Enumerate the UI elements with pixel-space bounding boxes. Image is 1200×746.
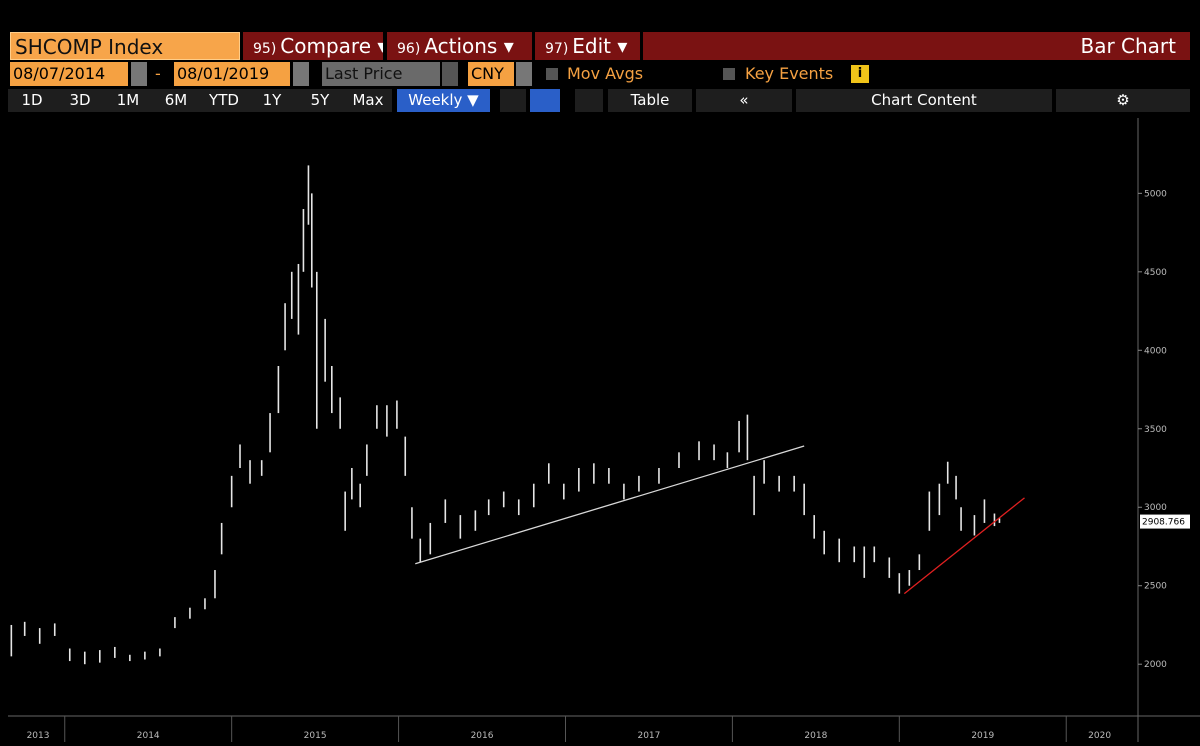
compare-tab[interactable]: 95) Compare ▾ xyxy=(243,32,383,60)
trendline xyxy=(903,497,1025,595)
checkbox[interactable] xyxy=(546,68,558,80)
currency[interactable]: CNY xyxy=(468,62,514,86)
dropdown-arrow[interactable] xyxy=(442,62,458,86)
checkbox[interactable] xyxy=(723,68,735,80)
tab-number: 97) xyxy=(545,41,569,57)
security-field[interactable]: SHCOMP Index xyxy=(10,32,240,60)
field-dropdown[interactable]: Last Price xyxy=(322,62,440,86)
period-button[interactable]: 6M xyxy=(164,91,188,109)
y-tick-label: 3000 xyxy=(1144,503,1167,513)
y-tick-label: 4000 xyxy=(1144,346,1167,356)
period-button[interactable]: Max xyxy=(352,91,384,109)
y-tick-label: 2500 xyxy=(1144,582,1167,592)
trendline xyxy=(415,445,805,565)
x-tick-label: 2019 xyxy=(971,731,994,741)
chart-content[interactable]: Chart Content xyxy=(796,89,1052,112)
view-title: Bar Chart xyxy=(643,32,1190,60)
bar-icon[interactable] xyxy=(530,89,560,112)
start-date[interactable]: 08/07/2014 xyxy=(10,62,128,86)
dropdown-arrow[interactable] xyxy=(575,89,603,112)
x-tick-label: 2014 xyxy=(137,731,160,741)
table-button[interactable]: Table xyxy=(608,89,692,112)
period-button[interactable]: 1M xyxy=(116,91,140,109)
calendar-icon[interactable] xyxy=(131,62,147,86)
line-icon[interactable] xyxy=(500,89,526,112)
end-date[interactable]: 08/01/2019 xyxy=(174,62,290,86)
y-tick-label: 4500 xyxy=(1144,268,1167,278)
tab-label: Compare ▾ xyxy=(280,34,383,58)
x-tick-label: 2017 xyxy=(637,731,660,741)
period-button[interactable]: 5Y xyxy=(310,91,330,109)
edit-tab[interactable]: 97) Edit ▾ xyxy=(535,32,640,60)
info-icon[interactable]: i xyxy=(851,65,869,83)
actions-tab[interactable]: 96) Actions ▾ xyxy=(387,32,532,60)
separator: - xyxy=(155,64,161,83)
key-events-label: Key Events xyxy=(745,64,834,83)
dropdown-arrow[interactable] xyxy=(516,62,532,86)
tab-label: Actions ▾ xyxy=(424,34,514,58)
mov-avgs-label: Mov Avgs xyxy=(567,64,644,83)
tab-number: 95) xyxy=(253,41,277,57)
x-tick-label: 2020 xyxy=(1088,731,1111,741)
y-tick-label: 2000 xyxy=(1144,660,1167,670)
period-button[interactable]: 3D xyxy=(69,91,91,109)
last-price-box xyxy=(1140,514,1190,529)
chart: 2000 2500 3000 3500 4000 4500 5000 2013 2014 2015… xyxy=(8,118,1200,742)
last-price-label: 2908.766 xyxy=(1142,518,1185,528)
period-button[interactable]: 1Y xyxy=(262,91,282,109)
period-button[interactable]: 1D xyxy=(21,91,43,109)
y-tick-label: 3500 xyxy=(1144,425,1167,435)
settings-gear[interactable]: ⚙ xyxy=(1056,89,1190,112)
x-tick-label: 2016 xyxy=(471,731,494,741)
period-button[interactable]: YTD xyxy=(209,91,239,109)
x-tick-label: 2015 xyxy=(304,731,327,741)
x-tick-label: 2018 xyxy=(804,731,827,741)
calendar-icon[interactable] xyxy=(293,62,309,86)
frequency[interactable]: Weekly ▼ xyxy=(397,89,490,112)
tab-number: 96) xyxy=(397,41,421,57)
collapse-button[interactable]: « xyxy=(696,89,792,112)
period-bar: 1D 3D 1M 6M YTD 1Y 5Y Max xyxy=(8,89,392,112)
x-tick-label: 2013 xyxy=(27,731,50,741)
tab-label: Edit ▾ xyxy=(572,34,628,58)
y-tick-label: 5000 xyxy=(1144,189,1167,199)
